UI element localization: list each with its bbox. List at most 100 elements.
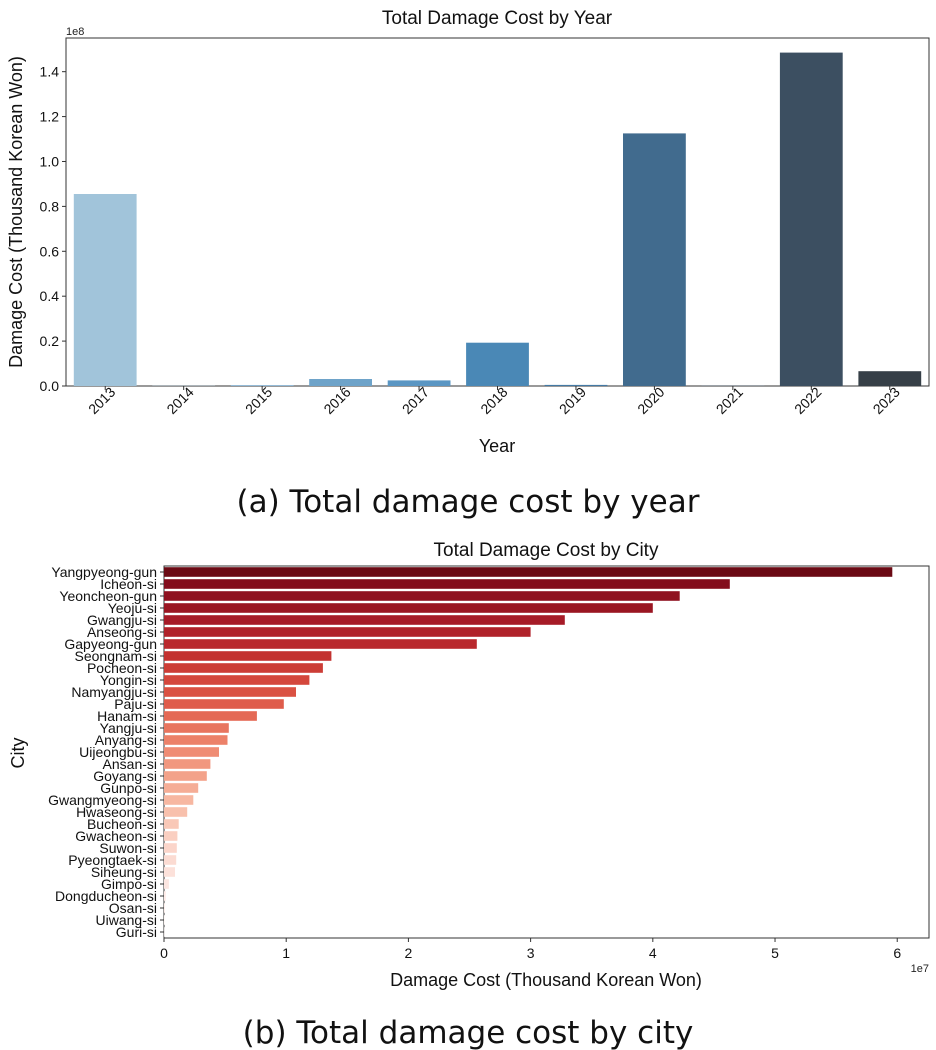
y-tick-label-Suwon-si: Suwon-si: [99, 840, 157, 856]
bar-Yangpyeong-gun: [164, 567, 893, 577]
bar-Uiwang-si: [164, 915, 165, 925]
chart-b-y-axis-label: City: [8, 738, 28, 769]
y-tick-label-Gwangju-si: Gwangju-si: [87, 612, 157, 628]
chart-b-x-axis-label: Damage Cost (Thousand Korean Won): [390, 970, 702, 990]
y-tick-label-Namyangju-si: Namyangju-si: [71, 684, 157, 700]
bar-Gwangmyeong-si: [164, 795, 194, 805]
y-tick-label-Paju-si: Paju-si: [114, 696, 157, 712]
chart-a-x-axis-label: Year: [479, 436, 515, 456]
y-tick-label: 0.0: [40, 378, 60, 394]
x-tick-label-2013: 2013: [85, 384, 118, 417]
chart-a-exponent-label: 1e8: [66, 26, 84, 38]
bar-2017: [387, 380, 451, 386]
y-tick-label-Siheung-si: Siheung-si: [91, 864, 157, 880]
y-tick-label-Icheon-si: Icheon-si: [100, 576, 157, 592]
bar-Gwangju-si: [164, 615, 565, 625]
bar-Gunpo-si: [164, 783, 199, 793]
bar-Ansan-si: [164, 759, 211, 769]
y-tick-label-Yangpyeong-gun: Yangpyeong-gun: [51, 564, 157, 580]
bar-2015: [230, 385, 294, 386]
chart-a-y-axis-label: Damage Cost (Thousand Korean Won): [6, 56, 26, 368]
y-tick-label-Yongin-si: Yongin-si: [100, 672, 157, 688]
x-tick-label: 3: [527, 945, 535, 961]
y-tick-label-Bucheon-si: Bucheon-si: [87, 816, 157, 832]
bar-Pocheon-si: [164, 663, 323, 673]
chart-a-caption: (a) Total damage cost by year: [237, 484, 700, 520]
bar-Paju-si: [164, 699, 284, 709]
chart-b-exponent-label: 1e7: [911, 963, 929, 975]
bar-Yeoju-si: [164, 603, 653, 613]
y-tick-label: 1.0: [40, 153, 60, 169]
chart-a-bars: [73, 52, 922, 386]
bar-Anseong-si: [164, 627, 531, 637]
bar-Seongnam-si: [164, 651, 332, 661]
y-tick-label: 1.4: [40, 64, 60, 80]
bar-Uijeongbu-si: [164, 747, 219, 757]
y-tick-label-Gapyeong-gun: Gapyeong-gun: [64, 636, 157, 652]
bar-Hwaseong-si: [164, 807, 188, 817]
y-tick-label-Anseong-si: Anseong-si: [87, 624, 157, 640]
bar-2022: [779, 52, 843, 386]
x-tick-label: 5: [771, 945, 779, 961]
y-tick-label-Guri-si: Guri-si: [116, 924, 157, 940]
y-tick-label-Yangju-si: Yangju-si: [100, 720, 157, 736]
bar-Yangju-si: [164, 723, 229, 733]
y-tick-label: 0.6: [40, 243, 60, 259]
x-tick-label-2021: 2021: [713, 384, 746, 417]
chart-b-title: Total Damage Cost by City: [434, 540, 659, 561]
x-tick-label: 1: [282, 945, 290, 961]
y-tick-label-Anyang-si: Anyang-si: [95, 732, 157, 748]
y-tick-label-Hwaseong-si: Hwaseong-si: [76, 804, 157, 820]
y-tick-label-Gwacheon-si: Gwacheon-si: [75, 828, 157, 844]
x-tick-label-2022: 2022: [791, 384, 824, 417]
y-tick-label-Ansan-si: Ansan-si: [103, 756, 157, 772]
y-tick-label-Uiwang-si: Uiwang-si: [96, 912, 157, 928]
y-tick-label: 0.4: [40, 288, 60, 304]
bar-Siheung-si: [164, 867, 175, 877]
chart-a-y-ticks: 0.0 0.2 0.4 0.6 0.8 1.0 1.2 1.4: [40, 64, 66, 394]
bar-Gapyeong-gun: [164, 639, 477, 649]
bar-Goyang-si: [164, 771, 207, 781]
bar-2016: [309, 379, 372, 386]
y-tick-label-Gimpo-si: Gimpo-si: [101, 876, 157, 892]
y-tick-label: 0.8: [40, 198, 60, 214]
y-tick-label: 1.2: [40, 109, 60, 125]
y-tick-label-Pyeongtaek-si: Pyeongtaek-si: [68, 852, 157, 868]
bar-Hanam-si: [164, 711, 257, 721]
y-tick-label-Gwangmyeong-si: Gwangmyeong-si: [48, 792, 157, 808]
y-tick-label-Osan-si: Osan-si: [109, 900, 157, 916]
x-tick-label: 4: [649, 945, 657, 961]
bar-Bucheon-si: [164, 819, 179, 829]
bar-Gimpo-si: [164, 879, 169, 889]
x-tick-label: 0: [160, 945, 168, 961]
chart-a-x-ticks: 2013 2014 2015 2016 2017 2018 2019 2020 2021 2022…: [85, 384, 903, 417]
y-tick-label-Goyang-si: Goyang-si: [93, 768, 157, 784]
y-tick-label-Gunpo-si: Gunpo-si: [100, 780, 157, 796]
bar-Icheon-si: [164, 579, 730, 589]
bar-Namyangju-si: [164, 687, 296, 697]
x-tick-label-2016: 2016: [320, 384, 353, 417]
bar-Gwacheon-si: [164, 831, 178, 841]
x-tick-label-2023: 2023: [870, 384, 903, 417]
bar-Anyang-si: [164, 735, 228, 745]
bar-2023: [858, 371, 922, 386]
y-tick-label: 0.2: [40, 333, 60, 349]
bar-Pyeongtaek-si: [164, 855, 177, 865]
bar-Dongducheon-si: [164, 891, 166, 901]
x-tick-label: 2: [405, 945, 413, 961]
bar-Osan-si: [164, 903, 165, 913]
x-tick-label-2019: 2019: [556, 384, 589, 417]
chart-b-x-ticks: 0 1 2 3 4 5 6: [160, 938, 901, 961]
bar-Yongin-si: [164, 675, 310, 685]
bar-2013: [73, 194, 137, 386]
chart-damage-by-city: Total Damage Cost by City Yangpyeong-gun…: [8, 540, 930, 1050]
chart-damage-by-year: Total Damage Cost by Year 1e8 0.00.20.40…: [6, 8, 930, 520]
x-tick-label-2018: 2018: [477, 384, 510, 417]
bar-Suwon-si: [164, 843, 177, 853]
y-tick-label-Yeoncheon-gun: Yeoncheon-gun: [59, 588, 157, 604]
chart-b-y-ticks: Yangpyeong-gunIcheon-siYeoncheon-gunYeoj…: [48, 564, 164, 940]
x-tick-label: 6: [893, 945, 901, 961]
chart-a-title: Total Damage Cost by Year: [382, 8, 613, 29]
chart-b-bars: [164, 567, 893, 937]
